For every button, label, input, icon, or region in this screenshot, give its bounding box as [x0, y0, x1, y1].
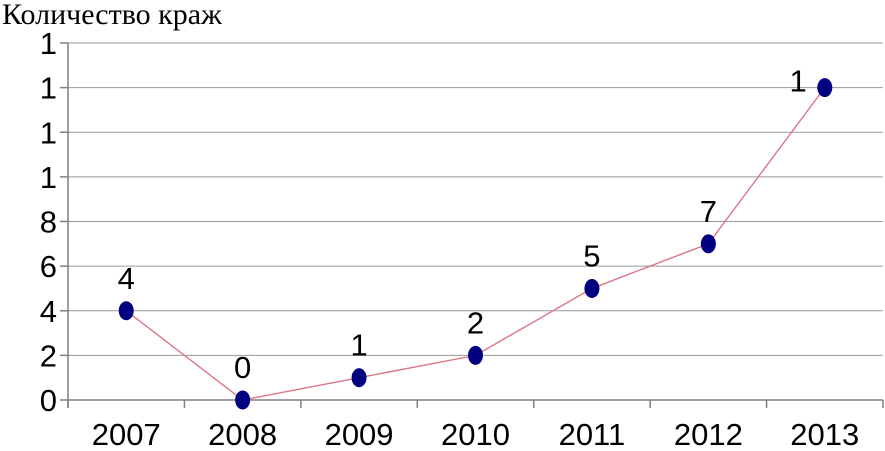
- x-tick-label: 2007: [92, 417, 161, 451]
- data-point-label: 2: [467, 305, 484, 340]
- x-tick-label: 2012: [674, 417, 743, 451]
- data-point-marker: [700, 234, 716, 254]
- x-tick-label: 2013: [790, 417, 859, 451]
- x-tick-label: 2008: [208, 417, 277, 451]
- data-point-marker: [118, 301, 134, 321]
- data-point-marker: [584, 278, 600, 298]
- y-tick-label: 2: [40, 338, 57, 373]
- data-point-label: 0: [234, 350, 251, 385]
- x-tick-label: 2011: [559, 417, 626, 451]
- data-point-marker: [235, 390, 251, 410]
- y-tick-label: 4: [40, 294, 57, 329]
- data-point-marker: [817, 78, 833, 98]
- x-tick-label: 2009: [325, 417, 394, 451]
- data-point-label: 1: [790, 64, 807, 99]
- data-point-label: 5: [583, 238, 600, 273]
- y-tick-label: 1: [40, 71, 57, 106]
- y-tick-label: 6: [40, 249, 57, 284]
- y-tick-label: 0: [40, 383, 57, 418]
- data-point-marker: [468, 345, 483, 365]
- y-tick-label: 8: [40, 205, 57, 240]
- data-point-label: 7: [700, 194, 717, 229]
- y-tick-label: 1: [40, 160, 57, 195]
- chart-title: Количество краж: [2, 0, 222, 31]
- data-point-marker: [351, 368, 367, 388]
- data-point-label: 4: [118, 261, 135, 296]
- y-tick-label: 1: [40, 115, 57, 150]
- data-point-label: 1: [350, 328, 367, 363]
- y-tick-label: 1: [40, 26, 57, 61]
- x-tick-label: 2010: [441, 417, 510, 451]
